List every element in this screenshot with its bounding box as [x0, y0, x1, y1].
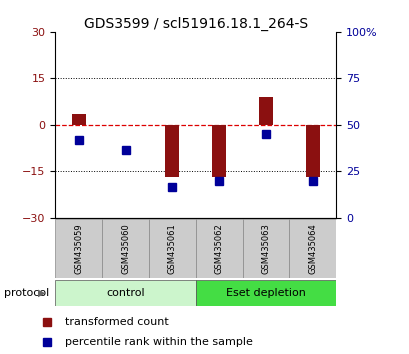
- Text: GSM435061: GSM435061: [167, 223, 176, 274]
- Text: percentile rank within the sample: percentile rank within the sample: [65, 337, 252, 347]
- Text: GSM435060: GSM435060: [121, 223, 130, 274]
- Bar: [55, 280, 196, 306]
- Title: GDS3599 / scl51916.18.1_264-S: GDS3599 / scl51916.18.1_264-S: [83, 17, 307, 31]
- Text: GSM435064: GSM435064: [308, 223, 317, 274]
- Text: GSM435062: GSM435062: [214, 223, 223, 274]
- Bar: [55, 219, 102, 278]
- Text: GSM435059: GSM435059: [74, 223, 83, 274]
- Text: GSM435063: GSM435063: [261, 223, 270, 274]
- Text: transformed count: transformed count: [65, 318, 169, 327]
- Bar: [196, 219, 242, 278]
- Bar: [242, 219, 289, 278]
- Bar: [148, 219, 196, 278]
- Bar: [258, 97, 272, 125]
- Bar: [102, 219, 148, 278]
- Text: Eset depletion: Eset depletion: [225, 288, 305, 298]
- Bar: [165, 125, 179, 177]
- Bar: [289, 219, 335, 278]
- Bar: [72, 114, 85, 125]
- Bar: [305, 125, 319, 177]
- Text: control: control: [106, 288, 144, 298]
- Bar: [211, 125, 226, 177]
- Bar: [196, 280, 335, 306]
- Text: ▶: ▶: [38, 288, 45, 298]
- Text: protocol: protocol: [4, 288, 49, 298]
